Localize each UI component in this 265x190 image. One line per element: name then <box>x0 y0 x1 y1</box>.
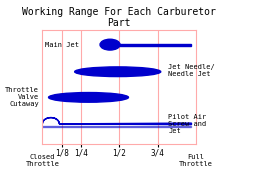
Text: Jet Needle/
Needle Jet: Jet Needle/ Needle Jet <box>169 64 215 77</box>
Polygon shape <box>42 118 192 125</box>
Title: Working Range For Each Carburetor
Part: Working Range For Each Carburetor Part <box>22 7 216 28</box>
Ellipse shape <box>100 39 120 50</box>
Text: Full
Throttle: Full Throttle <box>179 154 213 167</box>
Bar <box>110 44 192 46</box>
Text: Throttle
Valve
Cutaway: Throttle Valve Cutaway <box>5 87 39 107</box>
Text: Closed
Throttle: Closed Throttle <box>25 154 59 167</box>
Ellipse shape <box>75 67 161 77</box>
Text: Main Jet: Main Jet <box>45 42 79 48</box>
Bar <box>42 126 192 127</box>
Ellipse shape <box>48 93 129 102</box>
Text: Pilot Air
Screw and
Jet: Pilot Air Screw and Jet <box>169 114 207 134</box>
